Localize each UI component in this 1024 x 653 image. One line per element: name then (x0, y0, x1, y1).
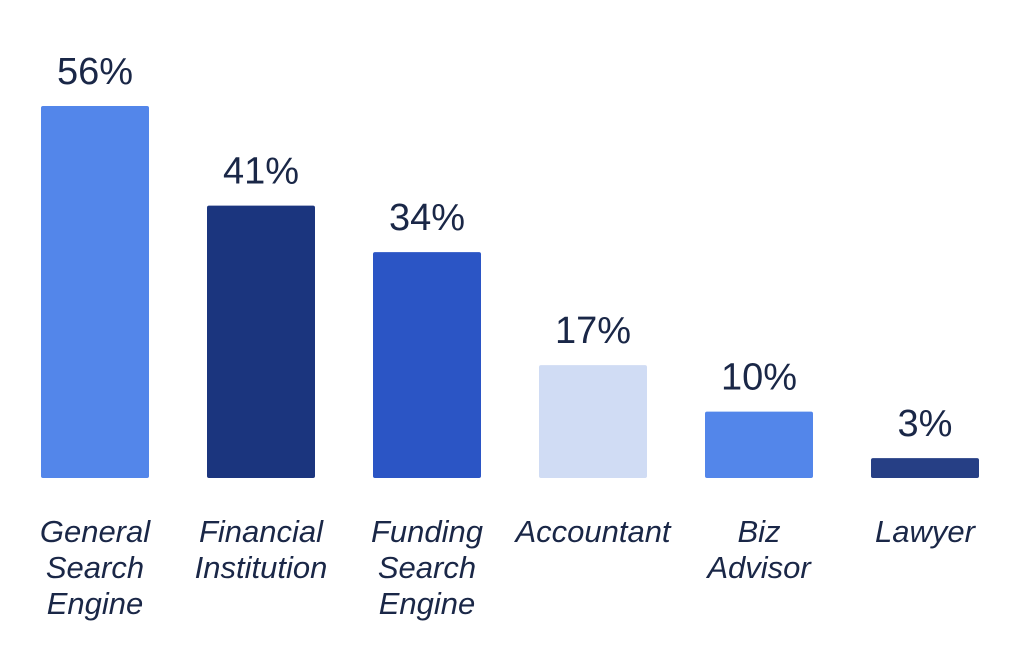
bar-4 (705, 411, 813, 478)
category-label-line: Institution (195, 550, 328, 585)
value-label-4: 10% (721, 357, 797, 399)
bar-3 (539, 365, 647, 478)
category-label-line: Search (46, 550, 144, 585)
category-label-line: Engine (47, 586, 144, 621)
bar-2 (373, 252, 481, 478)
category-label-line: Financial (199, 514, 324, 549)
category-label-line: Biz (737, 514, 781, 549)
category-label-line: Advisor (705, 550, 812, 585)
value-label-1: 41% (223, 151, 299, 193)
bar-5 (871, 458, 979, 478)
value-label-0: 56% (57, 51, 133, 93)
category-label-1: Financial Institution (195, 514, 328, 585)
bar-1 (207, 205, 315, 478)
value-label-2: 34% (389, 197, 465, 239)
category-label-2: Funding Search Engine (371, 514, 483, 621)
category-label-5: Lawyer (875, 514, 977, 549)
value-label-5: 3% (898, 403, 953, 445)
category-label-line: Engine (379, 586, 476, 621)
category-label-3: Accountant (513, 514, 671, 549)
category-label-line: General (40, 514, 151, 549)
category-label-4: Biz Advisor (705, 514, 812, 585)
category-label-line: Funding (371, 514, 483, 549)
category-label-line: Accountant (513, 514, 671, 549)
category-label-0: General Search Engine (40, 514, 151, 621)
value-label-3: 17% (555, 310, 631, 352)
category-label-line: Lawyer (875, 514, 977, 549)
category-label-line: Search (378, 550, 476, 585)
bar-0 (41, 106, 149, 478)
